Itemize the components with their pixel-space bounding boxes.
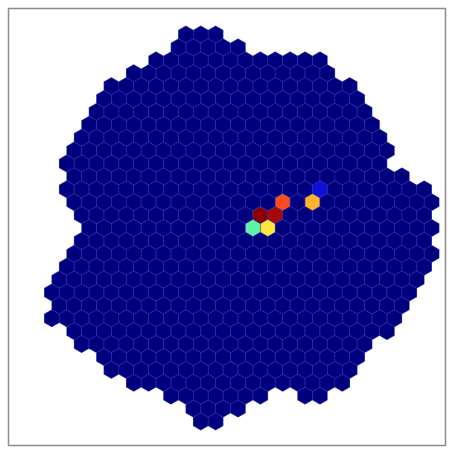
- pixel: [230, 399, 246, 418]
- pixel: [252, 386, 269, 405]
- pixel: [207, 412, 224, 431]
- pixel: [379, 322, 395, 341]
- pixel: [312, 386, 328, 405]
- camera-pixels: [44, 25, 440, 431]
- pixel: [334, 373, 351, 392]
